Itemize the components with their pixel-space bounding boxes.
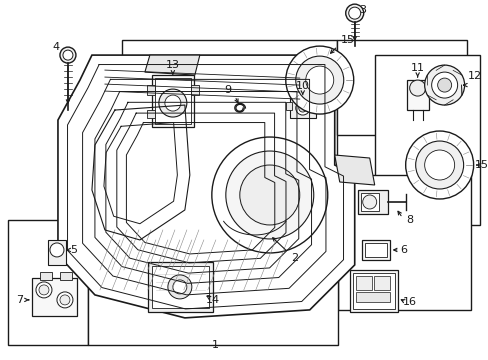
Text: 13: 13 (165, 60, 180, 70)
Circle shape (285, 46, 353, 114)
Circle shape (39, 285, 49, 295)
Bar (406, 80, 428, 110)
Bar (146, 110, 155, 118)
Bar (357, 190, 387, 214)
Text: 3: 3 (359, 5, 366, 15)
Circle shape (348, 7, 360, 19)
Bar (60, 272, 72, 280)
Text: 16: 16 (402, 297, 416, 307)
Bar (355, 292, 389, 302)
Text: 9: 9 (224, 85, 231, 95)
Circle shape (60, 295, 70, 305)
Bar (364, 243, 386, 257)
Bar (48, 240, 66, 265)
Bar (289, 98, 315, 118)
Text: 10: 10 (295, 81, 309, 91)
Bar (374, 55, 479, 225)
Text: 12: 12 (467, 71, 481, 81)
Text: 15: 15 (340, 35, 354, 45)
Circle shape (424, 65, 464, 105)
Text: 2: 2 (291, 253, 298, 263)
Bar (147, 262, 212, 312)
Bar (122, 40, 336, 160)
Bar (349, 270, 397, 312)
Text: 1: 1 (211, 340, 218, 350)
Bar (352, 273, 394, 309)
Circle shape (57, 292, 73, 308)
Bar (152, 266, 208, 308)
Text: 6: 6 (399, 245, 407, 255)
Circle shape (239, 165, 299, 225)
Circle shape (298, 104, 306, 112)
Circle shape (431, 72, 457, 98)
Text: 4: 4 (52, 42, 60, 52)
Bar (146, 85, 155, 95)
Circle shape (362, 195, 376, 209)
Bar (8, 220, 88, 345)
Circle shape (415, 141, 463, 189)
Polygon shape (58, 55, 354, 318)
Circle shape (405, 131, 473, 199)
Bar (373, 276, 389, 290)
Bar (336, 40, 466, 135)
Bar (361, 240, 389, 260)
Bar (88, 220, 337, 345)
Circle shape (173, 280, 186, 294)
Bar (355, 276, 371, 290)
Bar (155, 78, 190, 124)
Text: 15: 15 (474, 160, 488, 170)
Bar (360, 193, 378, 211)
Text: 14: 14 (205, 295, 220, 305)
Polygon shape (334, 155, 374, 185)
Bar (32, 278, 77, 316)
Bar (190, 85, 199, 95)
Circle shape (164, 95, 181, 111)
Circle shape (437, 78, 451, 92)
Text: 8: 8 (405, 215, 412, 225)
Text: 11: 11 (410, 63, 424, 73)
Bar (152, 75, 193, 127)
Circle shape (295, 56, 343, 104)
Circle shape (50, 243, 64, 257)
Polygon shape (144, 55, 200, 75)
Circle shape (211, 137, 327, 253)
Bar (40, 272, 52, 280)
Text: 7: 7 (17, 295, 23, 305)
Circle shape (167, 275, 191, 299)
Circle shape (409, 80, 425, 96)
Circle shape (60, 47, 76, 63)
Circle shape (305, 66, 333, 94)
Text: 5: 5 (70, 245, 77, 255)
Bar (337, 175, 469, 310)
Bar (313, 102, 319, 110)
Circle shape (36, 282, 52, 298)
Circle shape (424, 150, 454, 180)
Circle shape (295, 101, 309, 115)
Circle shape (159, 89, 186, 117)
Circle shape (345, 4, 363, 22)
Circle shape (225, 151, 313, 239)
Circle shape (63, 50, 73, 60)
Bar (285, 102, 291, 110)
